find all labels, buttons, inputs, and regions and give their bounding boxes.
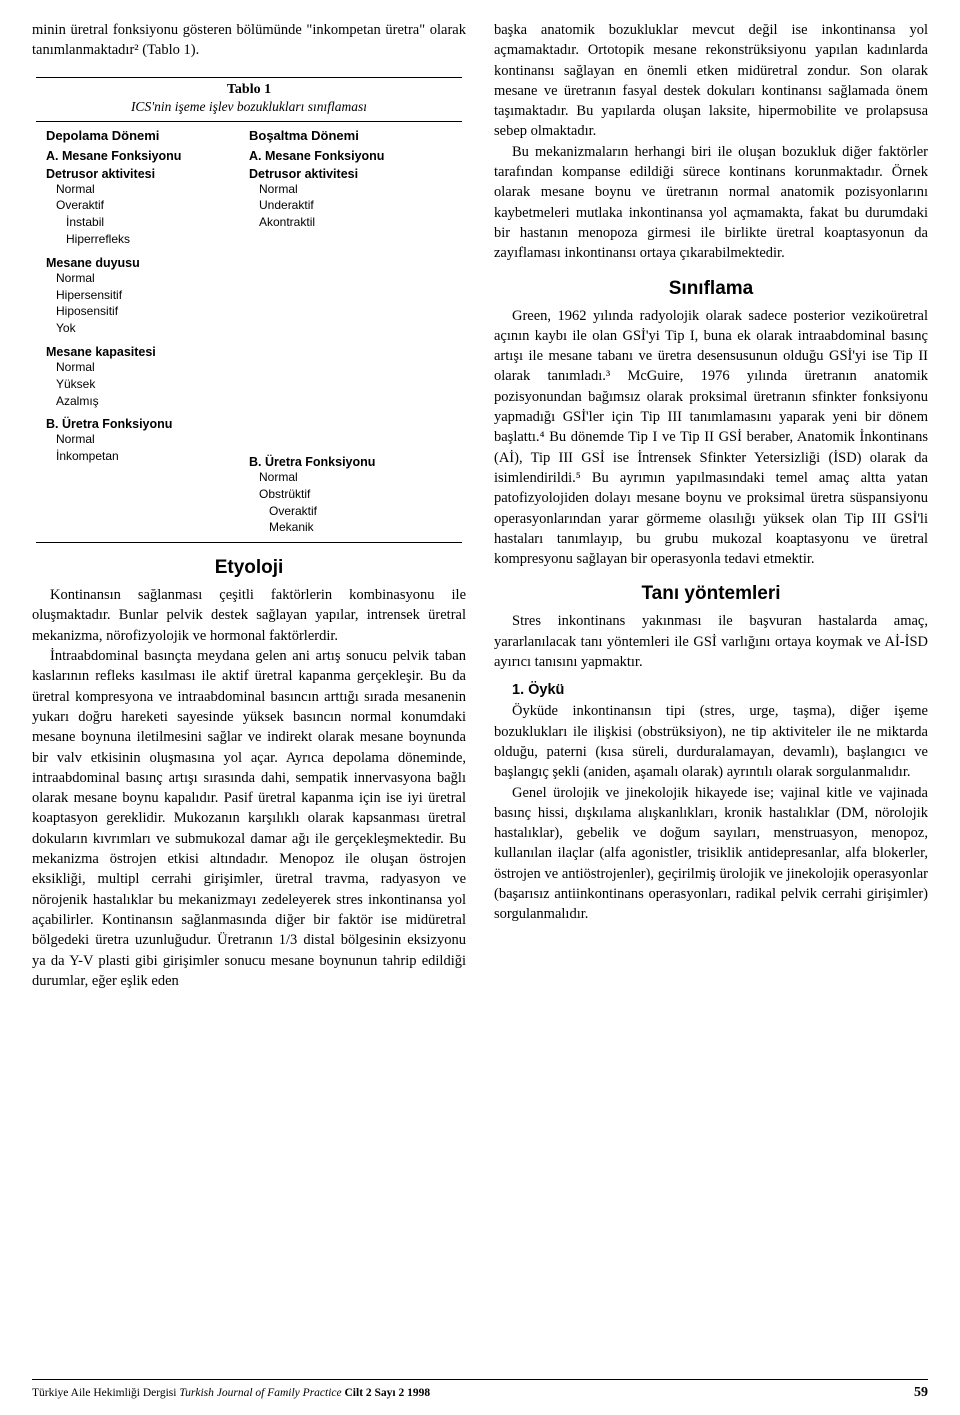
table-group: A. Mesane Fonksiyonu [46,149,249,163]
table-group: Detrusor aktivitesi [249,167,452,181]
table-col-head-left: Depolama Dönemi [46,128,249,143]
table-item: Obstrüktif [249,486,452,503]
table-item: Normal [46,431,249,448]
table-group: B. Üretra Fonksiyonu [46,417,249,431]
table-group: Mesane duyusu [46,256,249,270]
tani-heading: Tanı yöntemleri [494,583,928,605]
etyoloji-para-2: İntraabdominal basınçta meydana gelen an… [32,646,466,991]
table-item: Normal [46,270,249,287]
table-group: B. Üretra Fonksiyonu [249,455,452,469]
table-item: Normal [46,181,249,198]
table-item: Yüksek [46,376,249,393]
table-1: Tablo 1 ICS'nin işeme işlev bozuklukları… [36,77,462,544]
table-item: Hipersensitif [46,287,249,304]
siniflama-para: Green, 1962 yılında radyolojik olarak sa… [494,306,928,570]
table-item: İnstabil [46,214,249,231]
oyku-para-2: Genel ürolojik ve jinekolojik hikayede i… [494,783,928,925]
table-item: Normal [46,359,249,376]
etyoloji-heading: Etyoloji [32,557,466,579]
table-item: Akontraktil [249,214,452,231]
footer-journal-tr: Türkiye Aile Hekimliği Dergisi [32,1387,176,1399]
table-group: Mesane kapasitesi [46,345,249,359]
right-top-para-1: başka anatomik bozukluklar mevcut değil … [494,20,928,142]
oyku-heading: 1. Öykü [494,682,928,698]
table-item: Overaktif [46,197,249,214]
table-subtitle: ICS'nin işeme işlev bozuklukları sınıfla… [36,99,462,115]
siniflama-heading: Sınıflama [494,278,928,300]
page-footer: Türkiye Aile Hekimliği Dergisi Turkish J… [32,1379,928,1401]
table-group: A. Mesane Fonksiyonu [249,149,452,163]
table-title: Tablo 1 [36,82,462,98]
table-item: İnkompetan [46,448,249,465]
etyoloji-para-1: Kontinansın sağlanması çeşitli faktörler… [32,585,466,646]
intro-para: minin üretral fonksiyonu gösteren bölümü… [32,20,466,61]
footer-page-number: 59 [914,1385,928,1401]
tani-para: Stres inkontinans yakınması ile başvuran… [494,611,928,672]
table-item: Hiperrefleks [46,231,249,248]
footer-journal: Türkiye Aile Hekimliği Dergisi Turkish J… [32,1387,430,1399]
table-group: Detrusor aktivitesi [46,167,249,181]
table-item: Hiposensitif [46,303,249,320]
table-item: Yok [46,320,249,337]
table-item: Normal [249,181,452,198]
footer-issue: Cilt 2 Sayı 2 1998 [345,1387,431,1399]
footer-journal-en: Turkish Journal of Family Practice [179,1387,341,1399]
table-item: Mekanik [249,519,452,536]
right-top-para-2: Bu mekanizmaların herhangi biri ile oluş… [494,142,928,264]
table-col-head-right: Boşaltma Dönemi [249,128,452,143]
table-item: Overaktif [249,503,452,520]
table-item: Normal [249,469,452,486]
table-item: Underaktif [249,197,452,214]
table-item: Azalmış [46,393,249,410]
oyku-para-1: Öyküde inkontinansın tipi (stres, urge, … [494,701,928,782]
